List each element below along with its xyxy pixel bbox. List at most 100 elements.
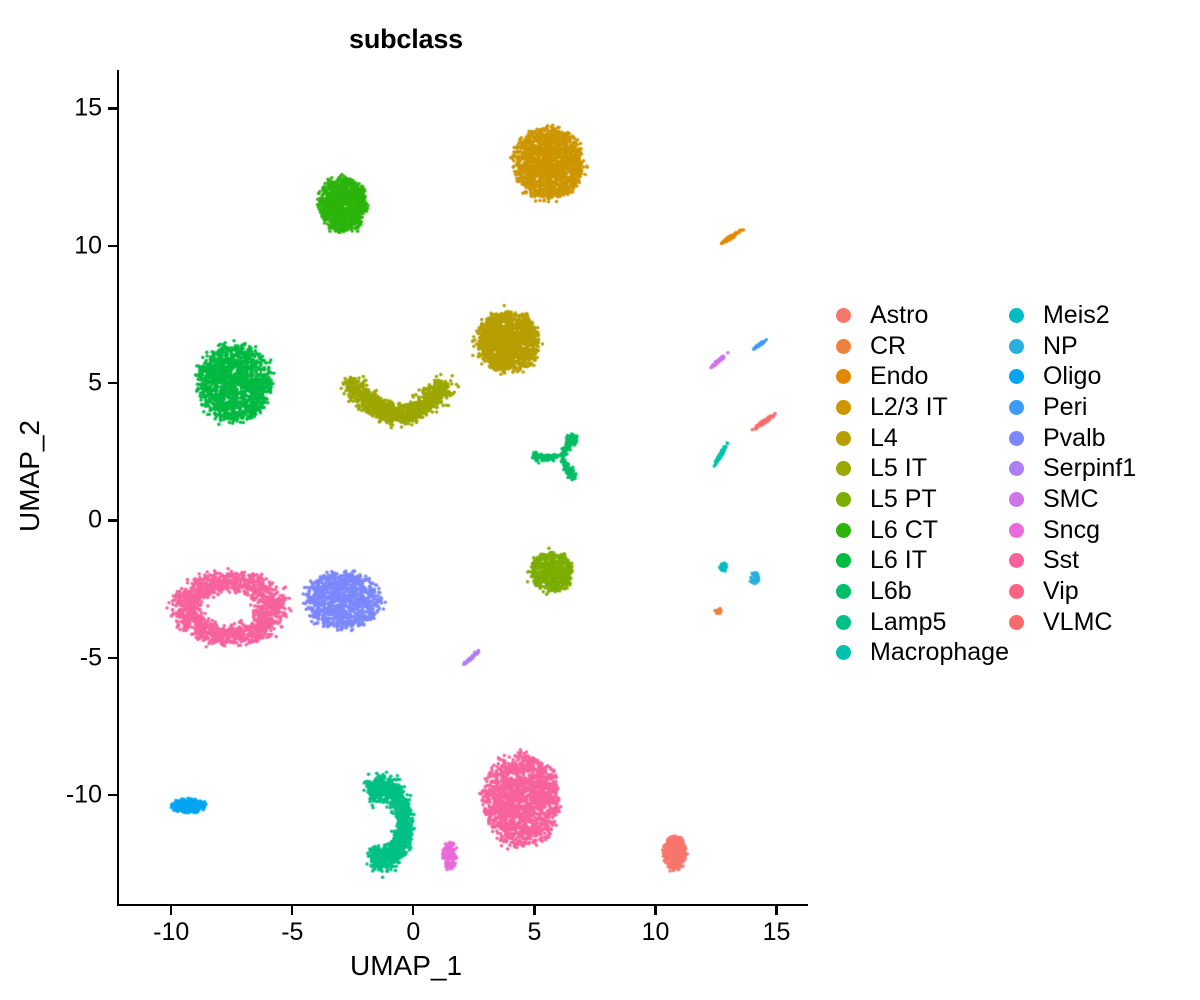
legend-item-sncg[interactable]: Sncg (1008, 515, 1200, 546)
legend-item-sst[interactable]: Sst (1008, 546, 1200, 577)
legend-item-label: Peri (1042, 392, 1088, 421)
y-ticklabel: 15 (74, 93, 102, 122)
plot-panel (108, 70, 808, 915)
y-tick (108, 519, 117, 522)
legend-color-dot (1008, 461, 1024, 477)
legend-item-label: L5 PT (870, 484, 937, 513)
legend-item-oligo[interactable]: Oligo (1008, 361, 1200, 392)
legend-item-label: L6 IT (870, 546, 927, 575)
y-tick (108, 107, 117, 110)
legend-color-dot (1008, 553, 1024, 569)
legend-color-dot (836, 614, 851, 630)
legend-color-dot (1008, 614, 1024, 630)
legend-item-label: Macrophage (870, 638, 1009, 667)
legend-color-dot (836, 338, 851, 354)
legend-item-l6-ct[interactable]: L6 CT (836, 515, 1009, 546)
x-tick (291, 906, 294, 915)
legend-item-smc[interactable]: SMC (1008, 484, 1200, 515)
legend-item-label: SMC (1042, 484, 1099, 513)
legend-item-meis2[interactable]: Meis2 (1008, 300, 1200, 331)
legend-color-dot (836, 430, 851, 446)
x-ticklabel: 15 (762, 918, 791, 946)
legend-color-dot (836, 369, 851, 385)
y-axis-ticklabels: 15 10 5 0 -5 -10 (40, 70, 102, 905)
legend-item-l2-3-it[interactable]: L2/3 IT (836, 392, 1009, 423)
legend-color-dot (1008, 584, 1024, 600)
legend-item-label: Serpinf1 (1042, 454, 1137, 483)
legend-color-dot (1008, 369, 1024, 385)
y-axis-line (117, 70, 120, 906)
legend: Astro CR Endo L2/3 IT L4 L5 IT L5 PT L6 CT L6 IT… (836, 300, 1200, 668)
x-axis-title: UMAP_1 (349, 950, 463, 981)
y-ticklabel: -10 (65, 780, 102, 809)
legend-item-label: Sncg (1042, 515, 1100, 544)
y-tick (108, 244, 117, 247)
legend-color-dot (836, 584, 851, 600)
x-ticklabel: 5 (527, 918, 542, 946)
legend-color-dot (1008, 430, 1024, 446)
legend-item-astro[interactable]: Astro (836, 300, 1009, 331)
y-ticklabel: 10 (74, 231, 102, 260)
x-ticklabel: -10 (153, 918, 190, 946)
legend-item-label: Endo (870, 362, 929, 391)
y-axis-title: UMAP_2 (14, 419, 45, 533)
x-ticklabel: 10 (641, 918, 670, 946)
legend-item-pvalb[interactable]: Pvalb (1008, 423, 1200, 454)
y-tick (108, 794, 117, 797)
x-ticklabel: -5 (281, 918, 304, 946)
legend-color-dot (836, 522, 851, 538)
legend-item-serpinf1[interactable]: Serpinf1 (1008, 453, 1200, 484)
y-tick (108, 656, 117, 659)
legend-item-l6-it[interactable]: L6 IT (836, 546, 1009, 577)
legend-item-macrophage[interactable]: Macrophage (836, 638, 1009, 669)
x-axis-line (117, 903, 808, 906)
legend-column-1: Meis2 NP Oligo Peri Pvalb Serpinf1 SMC Sncg Sst V… (1008, 300, 1200, 668)
legend-item-np[interactable]: NP (1008, 331, 1200, 362)
y-tick (108, 382, 117, 385)
legend-color-dot (836, 645, 851, 661)
legend-column-0: Astro CR Endo L2/3 IT L4 L5 IT L5 PT L6 CT L6 IT… (836, 300, 1009, 668)
y-ticklabel: 5 (88, 368, 102, 397)
legend-color-dot (1008, 338, 1024, 354)
y-ticklabel: 0 (88, 505, 102, 534)
legend-item-label: Sst (1042, 546, 1080, 575)
legend-item-label: L4 (870, 423, 898, 452)
legend-color-dot (836, 491, 851, 507)
x-tick (412, 906, 415, 915)
legend-item-label: L6 CT (870, 515, 939, 544)
legend-item-vlmc[interactable]: VLMC (1008, 607, 1200, 638)
legend-item-label: VLMC (1042, 607, 1113, 636)
legend-item-vip[interactable]: Vip (1008, 576, 1200, 607)
legend-item-label: Lamp5 (870, 607, 947, 636)
legend-item-label: L2/3 IT (870, 392, 948, 421)
x-tick (654, 906, 657, 915)
legend-color-dot (1008, 307, 1024, 323)
legend-item-l6b[interactable]: L6b (836, 576, 1009, 607)
legend-item-l5-pt[interactable]: L5 PT (836, 484, 1009, 515)
x-tick (170, 906, 173, 915)
scatter-points-canvas (118, 70, 808, 905)
legend-item-label: Pvalb (1042, 423, 1106, 452)
x-tick (775, 906, 778, 915)
legend-item-l5-it[interactable]: L5 IT (836, 453, 1009, 484)
legend-item-label: Oligo (1042, 362, 1102, 391)
legend-item-lamp5[interactable]: Lamp5 (836, 607, 1009, 638)
legend-item-endo[interactable]: Endo (836, 361, 1009, 392)
legend-item-l4[interactable]: L4 (836, 423, 1009, 454)
legend-item-cr[interactable]: CR (836, 331, 1009, 362)
legend-item-peri[interactable]: Peri (1008, 392, 1200, 423)
y-ticklabel: -5 (79, 643, 102, 672)
legend-color-dot (1008, 399, 1024, 415)
x-axis-ticklabels: -10 -5 0 5 10 15 (118, 918, 808, 958)
legend-item-label: Meis2 (1042, 300, 1110, 329)
legend-color-dot (836, 307, 851, 323)
legend-item-label: CR (870, 331, 907, 360)
legend-color-dot (836, 399, 851, 415)
legend-item-label: L5 IT (870, 454, 927, 483)
legend-color-dot (1008, 491, 1024, 507)
legend-item-label: NP (1042, 331, 1078, 360)
legend-item-label: Astro (870, 300, 929, 329)
legend-color-dot (1008, 522, 1024, 538)
page-title: subclass (349, 24, 463, 54)
